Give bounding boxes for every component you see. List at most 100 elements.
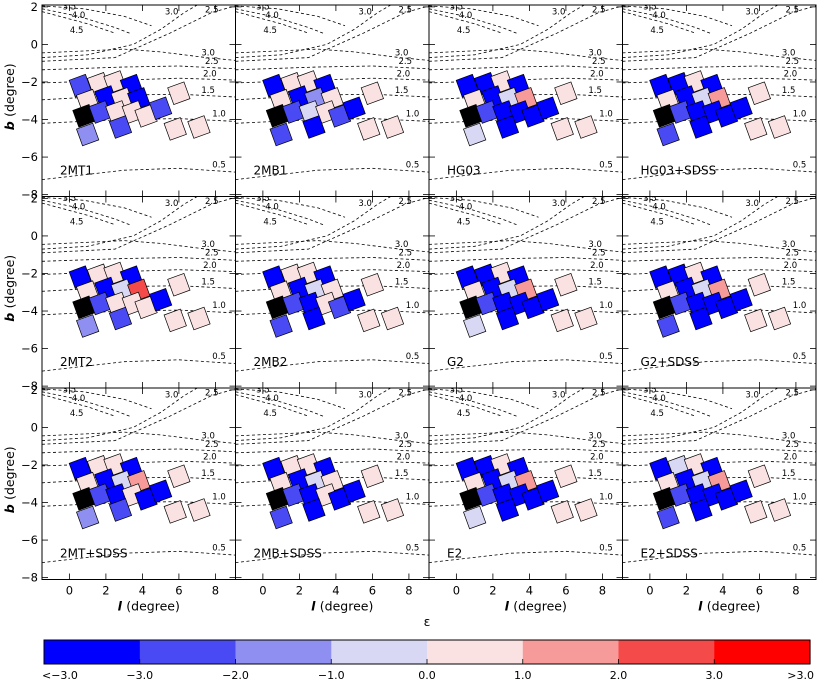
contour-label: 4.5 <box>70 26 84 36</box>
colorbar-label: ε <box>424 614 431 629</box>
y-axis-unit: (degree) <box>2 255 17 309</box>
contour-label: 2.5 <box>592 197 606 207</box>
contour-label: 4.5 <box>263 409 277 419</box>
x-tick-label: 4 <box>332 584 339 598</box>
field-square <box>574 306 598 331</box>
contour-label: 1.0 <box>793 301 807 311</box>
y-axis-labels: −8 −6 −4 −2 0 2 b (degree) −8 −6 −4 −2 0 2 b (degree)… <box>2 0 38 585</box>
contour-line <box>429 5 539 27</box>
contour-label: 2.5 <box>399 440 413 450</box>
panel-g2-plus-sdss: 4.54.03.5 3.0 2.53.02.52.01.51.00.5G2+SDSS <box>622 196 817 389</box>
contour-line <box>429 5 623 62</box>
contour-line <box>42 359 236 372</box>
contour-label: 0.5 <box>599 160 613 170</box>
contour-line <box>429 550 623 563</box>
colorbar-tick-label: −3.0 <box>126 669 153 682</box>
panel-label: E2+SDSS <box>641 547 698 561</box>
contour-line <box>235 65 429 71</box>
y-axis-var: b <box>2 500 17 513</box>
contour-line <box>429 257 623 262</box>
contour-line <box>235 11 309 34</box>
contour-line <box>622 388 733 410</box>
contour-label: 1.5 <box>588 86 602 96</box>
contour-line <box>235 8 324 34</box>
contour-line <box>622 388 778 441</box>
colorbar-tick-label: 2.0 <box>610 669 628 682</box>
contour-line <box>622 5 733 27</box>
field-square <box>574 115 598 139</box>
contour-line <box>622 391 711 417</box>
x-axis-label: l (degree) <box>311 599 373 614</box>
field-square <box>360 464 384 488</box>
contour-label: 2.0 <box>397 452 411 462</box>
field-square <box>689 115 713 139</box>
contour-line <box>235 388 391 441</box>
field-square <box>744 308 768 333</box>
contour-line <box>429 197 539 218</box>
field-square <box>747 272 771 297</box>
contour-label: 1.0 <box>793 493 807 503</box>
contour-line <box>622 167 816 180</box>
contour-line <box>429 388 585 441</box>
contour-label: 4.0 <box>72 394 86 404</box>
x-axis-unit: (degree) <box>126 599 180 614</box>
x-axis-var: l <box>698 599 707 614</box>
contour-label: 1.0 <box>599 301 613 311</box>
field-square <box>76 122 100 147</box>
contour-line <box>622 65 816 71</box>
field-square <box>729 96 753 120</box>
y-axis-var: b <box>2 308 17 321</box>
contour-label: 4.5 <box>263 26 277 36</box>
contour-line <box>42 5 198 58</box>
colorbar-tick-label: 0.0 <box>418 669 436 682</box>
contour-label: 3.0 <box>552 199 566 209</box>
field-square <box>767 498 792 522</box>
contour-line <box>622 199 711 226</box>
contour-label: 0.5 <box>212 543 226 553</box>
field-square <box>747 464 771 488</box>
colorbar-tick-label: −1.0 <box>318 669 345 682</box>
x-tick-label: 2 <box>489 584 496 598</box>
contour-label: 2.5 <box>205 388 219 398</box>
contour-line <box>622 388 816 445</box>
contour-line <box>235 359 429 372</box>
colorbar-segment <box>331 640 428 664</box>
field-square <box>269 314 293 338</box>
contour-line <box>622 197 733 218</box>
panel-label: HG03+SDSS <box>641 164 717 178</box>
y-tick-label: −2 <box>21 266 38 280</box>
colorbar-tick-label: >3.0 <box>787 669 814 682</box>
panel-hg03-plus-sdss: 4.54.03.5 3.0 2.53.02.52.01.51.00.5HG03+SD… <box>622 4 817 197</box>
x-tick-label: 4 <box>719 584 726 598</box>
colorbar-tick-label: −2.0 <box>222 669 249 682</box>
contour-line <box>429 388 539 410</box>
field-square <box>550 500 574 524</box>
y-tick-label: 0 <box>31 420 38 434</box>
contour-label: 3.0 <box>165 7 179 17</box>
field-square <box>554 81 578 105</box>
contour-line <box>429 391 517 417</box>
x-axis-label: l (degree) <box>505 599 567 614</box>
contour-label: 2.5 <box>399 5 413 15</box>
field-square <box>167 272 191 297</box>
contour-label: 2.0 <box>590 452 604 462</box>
field-square <box>360 81 384 105</box>
contour-label: 2.0 <box>590 261 604 271</box>
field-square <box>747 81 771 105</box>
contour-line <box>622 202 696 226</box>
contour-line <box>42 448 236 454</box>
contour-label: 0.5 <box>212 352 226 362</box>
panel-label: 2MT+SDSS <box>60 547 127 561</box>
contour-label: 1.5 <box>782 86 796 96</box>
panel-frame <box>622 387 817 580</box>
x-tick-label: 4 <box>526 584 533 598</box>
contour-line <box>429 388 623 445</box>
contour-label: 1.0 <box>212 493 226 503</box>
contour-line <box>622 448 816 454</box>
contour-label: 3.0 <box>552 390 566 400</box>
field-square <box>656 505 680 530</box>
panel-label: G2+SDSS <box>641 355 700 369</box>
contour-label: 3.0 <box>201 240 215 250</box>
